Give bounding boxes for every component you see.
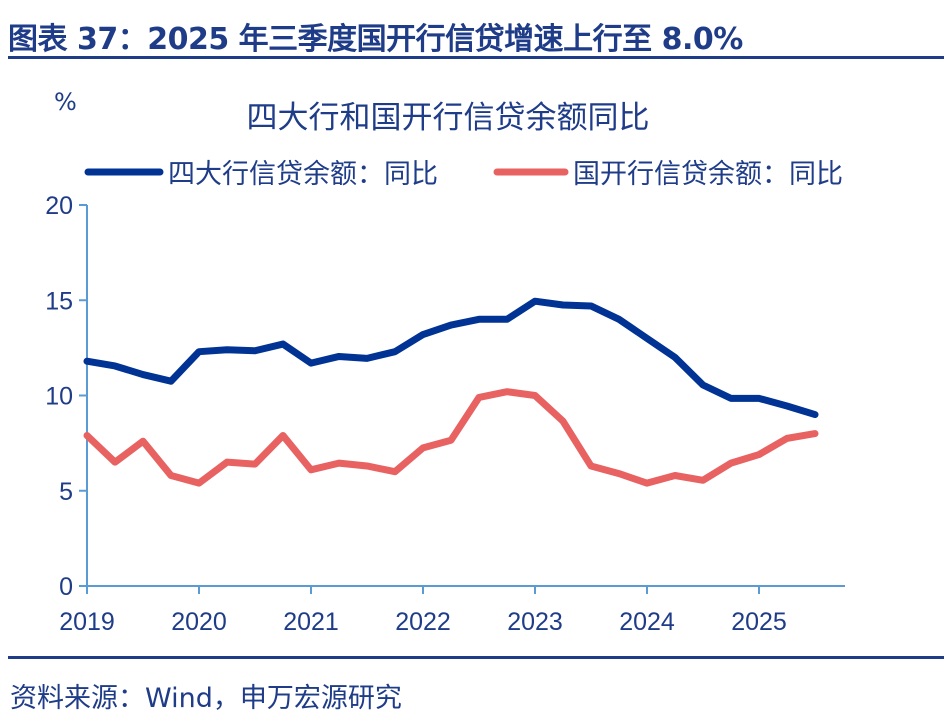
chart-title: 四大行和国开行信贷余额同比	[247, 100, 650, 136]
y-tick-label: 20	[45, 192, 73, 220]
figure-title: 图表 37：2025 年三季度国开行信贷增速上行至 8.0%	[8, 22, 743, 57]
y-tick-label: 10	[45, 383, 73, 411]
series-line-1	[83, 388, 819, 487]
y-tick-label: 5	[59, 478, 73, 506]
x-tick-label: 2023	[507, 608, 563, 636]
series-line-0	[83, 297, 819, 419]
x-tick-label: 2021	[283, 608, 339, 636]
legend-label-cdb: 国开行信贷余额：同比	[573, 159, 843, 190]
source-rule	[8, 656, 944, 659]
y-axis-unit: %	[54, 88, 77, 116]
y-tick-label: 15	[45, 287, 73, 315]
y-tick-label: 0	[59, 573, 73, 601]
x-tick-label: 2024	[619, 608, 675, 636]
x-tick-label: 2025	[731, 608, 787, 636]
legend-label-big-four: 四大行信贷余额：同比	[168, 159, 438, 190]
x-tick-label: 2022	[395, 608, 451, 636]
line-chart: % 四大行和国开行信贷余额同比 四大行信贷余额：同比 国开行信贷余额：同比 0 5…	[45, 88, 845, 636]
x-tick-label: 2019	[59, 608, 115, 636]
title-rule	[8, 56, 944, 59]
x-tick-label: 2020	[171, 608, 227, 636]
source-note: 资料来源：Wind，申万宏源研究	[10, 683, 402, 714]
